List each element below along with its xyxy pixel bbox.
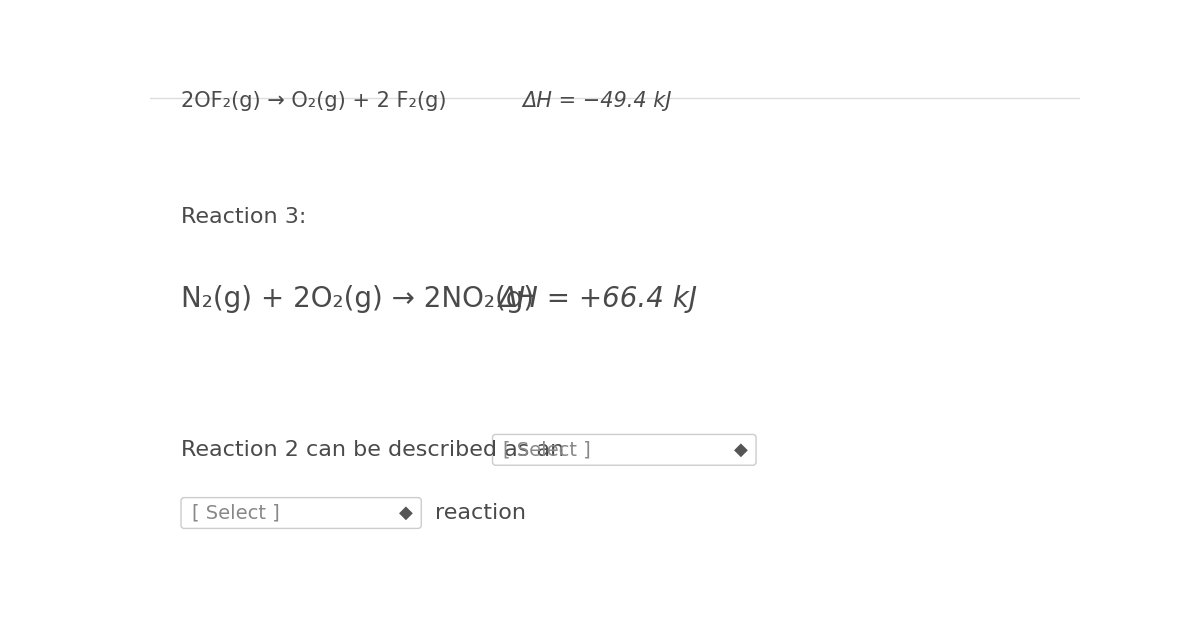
Text: reaction: reaction (436, 503, 527, 523)
Text: N₂(g) + 2O₂(g) → 2NO₂(g): N₂(g) + 2O₂(g) → 2NO₂(g) (181, 285, 534, 312)
Text: Reaction 3:: Reaction 3: (181, 207, 306, 227)
Text: [ Select ]: [ Select ] (504, 440, 592, 459)
Text: ΔH = +66.4 kJ: ΔH = +66.4 kJ (499, 285, 697, 312)
Text: Reaction 2 can be described as an: Reaction 2 can be described as an (181, 440, 564, 460)
Text: [ Select ]: [ Select ] (192, 504, 280, 522)
Text: ◆: ◆ (398, 504, 413, 522)
Text: 2OF₂(g) → O₂(g) + 2 F₂(g): 2OF₂(g) → O₂(g) + 2 F₂(g) (181, 91, 446, 111)
Text: ΔH = −49.4 kJ: ΔH = −49.4 kJ (522, 91, 672, 111)
Text: ◆: ◆ (733, 441, 748, 459)
FancyBboxPatch shape (181, 498, 421, 528)
FancyBboxPatch shape (492, 434, 756, 465)
